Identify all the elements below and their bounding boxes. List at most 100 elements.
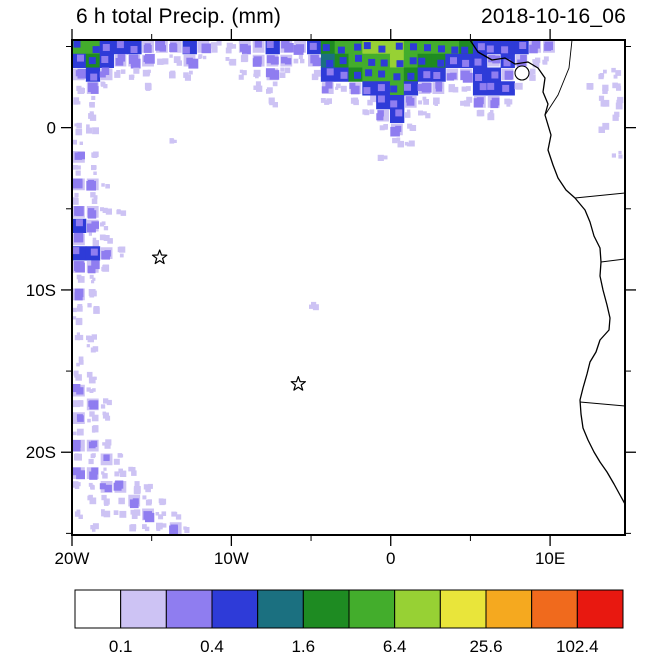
precip-cell <box>340 71 348 79</box>
precip-cell <box>279 72 286 78</box>
precip-cell <box>116 41 124 49</box>
precip-cell <box>433 72 441 79</box>
precip-cell <box>73 370 79 376</box>
precip-cell <box>86 127 92 134</box>
precip-cell <box>253 69 261 77</box>
precip-cell <box>198 55 202 59</box>
precip-cell <box>119 253 124 258</box>
precip-cell <box>86 124 90 128</box>
precip-cell <box>543 56 549 62</box>
colorbar-tick-label: 0.4 <box>200 637 224 656</box>
precip-cell <box>433 97 440 105</box>
precip-cell <box>466 96 473 103</box>
precip-cell <box>383 155 388 160</box>
precip-cell <box>73 165 78 170</box>
precip-cell <box>335 86 339 90</box>
precip-cell <box>326 60 334 67</box>
precip-cell <box>120 210 127 216</box>
precip-cell <box>105 208 112 215</box>
precip-cell <box>76 362 80 367</box>
precip-cell <box>363 42 371 50</box>
country-border <box>574 192 625 199</box>
precip-cell <box>88 376 96 384</box>
precip-cell <box>130 509 136 515</box>
precip-cell <box>225 47 232 54</box>
precip-cell <box>404 141 409 146</box>
precip-cell <box>104 442 111 449</box>
precip-cell <box>101 67 110 75</box>
precip-cell <box>116 209 121 213</box>
precip-cell <box>238 74 244 80</box>
precip-cell <box>101 494 107 501</box>
precip-cell <box>133 487 141 495</box>
precip-cell <box>423 99 429 105</box>
precip-cell <box>72 481 79 488</box>
colorbar-box <box>531 589 578 629</box>
precip-cell <box>520 54 527 62</box>
precip-layer <box>72 40 624 535</box>
precip-cell <box>312 304 319 311</box>
precip-cell <box>78 334 84 341</box>
y-axis-tick-label: 20S <box>26 443 56 462</box>
precip-cell <box>92 277 96 281</box>
precip-cell <box>106 399 112 406</box>
precip-cell <box>171 511 177 517</box>
precip-cell <box>612 82 618 89</box>
precip-cell <box>231 44 237 49</box>
precip-cell <box>92 153 98 158</box>
precip-cell <box>255 74 259 79</box>
precip-cell <box>617 96 624 104</box>
colorbar-box <box>211 589 259 629</box>
precip-cell <box>75 170 81 176</box>
precip-cell <box>462 59 470 67</box>
precip-cell <box>162 523 167 528</box>
precip-cell <box>103 498 110 505</box>
precip-cell <box>612 114 619 121</box>
precip-cell <box>463 100 471 107</box>
precip-cell <box>91 260 100 270</box>
precip-cell <box>132 525 137 529</box>
precip-cell <box>104 484 112 493</box>
precip-cell <box>309 304 314 309</box>
precip-cell <box>117 246 124 253</box>
precip-cell <box>93 376 97 380</box>
plot-timestamp: 2018-10-16_06 <box>480 5 626 28</box>
precip-cell <box>611 67 616 73</box>
precip-cell <box>211 46 218 53</box>
precip-cell <box>72 247 80 255</box>
precip-cell <box>461 46 469 54</box>
precip-cell <box>103 467 107 471</box>
precip-cell <box>354 43 362 51</box>
precip-cell <box>99 483 106 490</box>
precip-cell <box>377 84 385 92</box>
precip-cell <box>462 72 473 83</box>
precip-cell <box>161 511 167 516</box>
precip-cell <box>477 43 485 51</box>
precip-cell <box>266 41 274 48</box>
precip-cell <box>173 139 177 143</box>
precip-cell <box>370 95 377 103</box>
precip-cell <box>133 509 141 516</box>
precip-cell <box>75 318 83 326</box>
precip-cell <box>93 307 100 314</box>
precip-cell <box>339 57 347 65</box>
precip-cell <box>476 97 484 105</box>
precip-cell <box>76 332 80 336</box>
precip-cell <box>119 498 123 502</box>
precip-cell <box>438 45 445 53</box>
precip-cell <box>104 250 111 257</box>
precip-cell <box>103 226 109 231</box>
precip-cell <box>421 82 432 93</box>
precip-cell <box>229 58 237 66</box>
precip-cell <box>76 122 82 129</box>
precip-cell <box>88 458 94 465</box>
precip-cell <box>147 483 153 489</box>
precip-cell <box>90 192 96 198</box>
precip-cell <box>74 152 83 160</box>
precip-cell <box>103 510 111 518</box>
country-border <box>600 258 625 263</box>
precip-cell <box>73 453 81 461</box>
precip-cell <box>159 45 166 52</box>
precip-cell <box>87 265 96 274</box>
precip-cell <box>86 344 90 348</box>
